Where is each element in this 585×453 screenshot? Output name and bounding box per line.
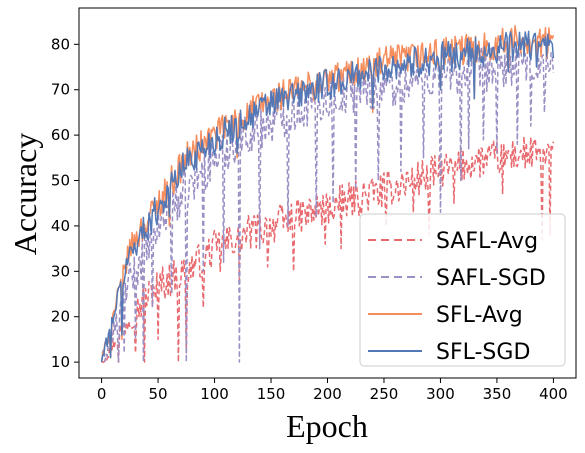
x-tick-label: 50 [149,385,168,403]
y-tick-label: 20 [51,308,70,326]
x-tick-label: 0 [97,385,107,403]
x-tick-label: 350 [483,385,512,403]
series-layer [100,24,555,363]
x-tick-label: 300 [426,385,455,403]
legend-label: SAFL-SGD [436,266,546,291]
series-line-safl-sgd [100,40,555,363]
legend-box [359,213,566,367]
legend-label: SFL-SGD [436,340,530,365]
x-tick-label: 150 [257,385,286,403]
y-tick-label: 80 [51,35,70,53]
x-axis-ticks: 0 50 100 150 200 250 300 350 400 [97,378,568,403]
y-tick-label: 40 [51,217,70,235]
y-tick-label: 30 [51,262,70,280]
legend-label: SAFL-Avg [436,229,538,254]
y-tick-label: 70 [51,81,70,99]
x-tick-label: 100 [200,385,229,403]
y-tick-label: 10 [51,353,70,371]
y-tick-label: 60 [51,126,70,144]
x-axis-title: Epoch [286,408,368,444]
series-line-safl-avg [101,135,555,363]
legend: SAFL-Avg SAFL-SGD SFL-Avg SFL-SGD [359,213,566,367]
x-tick-label: 400 [539,385,568,403]
y-tick-label: 50 [51,172,70,190]
legend-label: SFL-Avg [436,303,523,328]
y-axis-ticks: 10 20 30 40 50 60 70 80 [51,35,79,371]
x-tick-label: 250 [370,385,399,403]
y-axis-title: Accuracy [7,133,43,256]
x-tick-label: 200 [313,385,342,403]
series-line-sfl-sgd [100,30,555,363]
